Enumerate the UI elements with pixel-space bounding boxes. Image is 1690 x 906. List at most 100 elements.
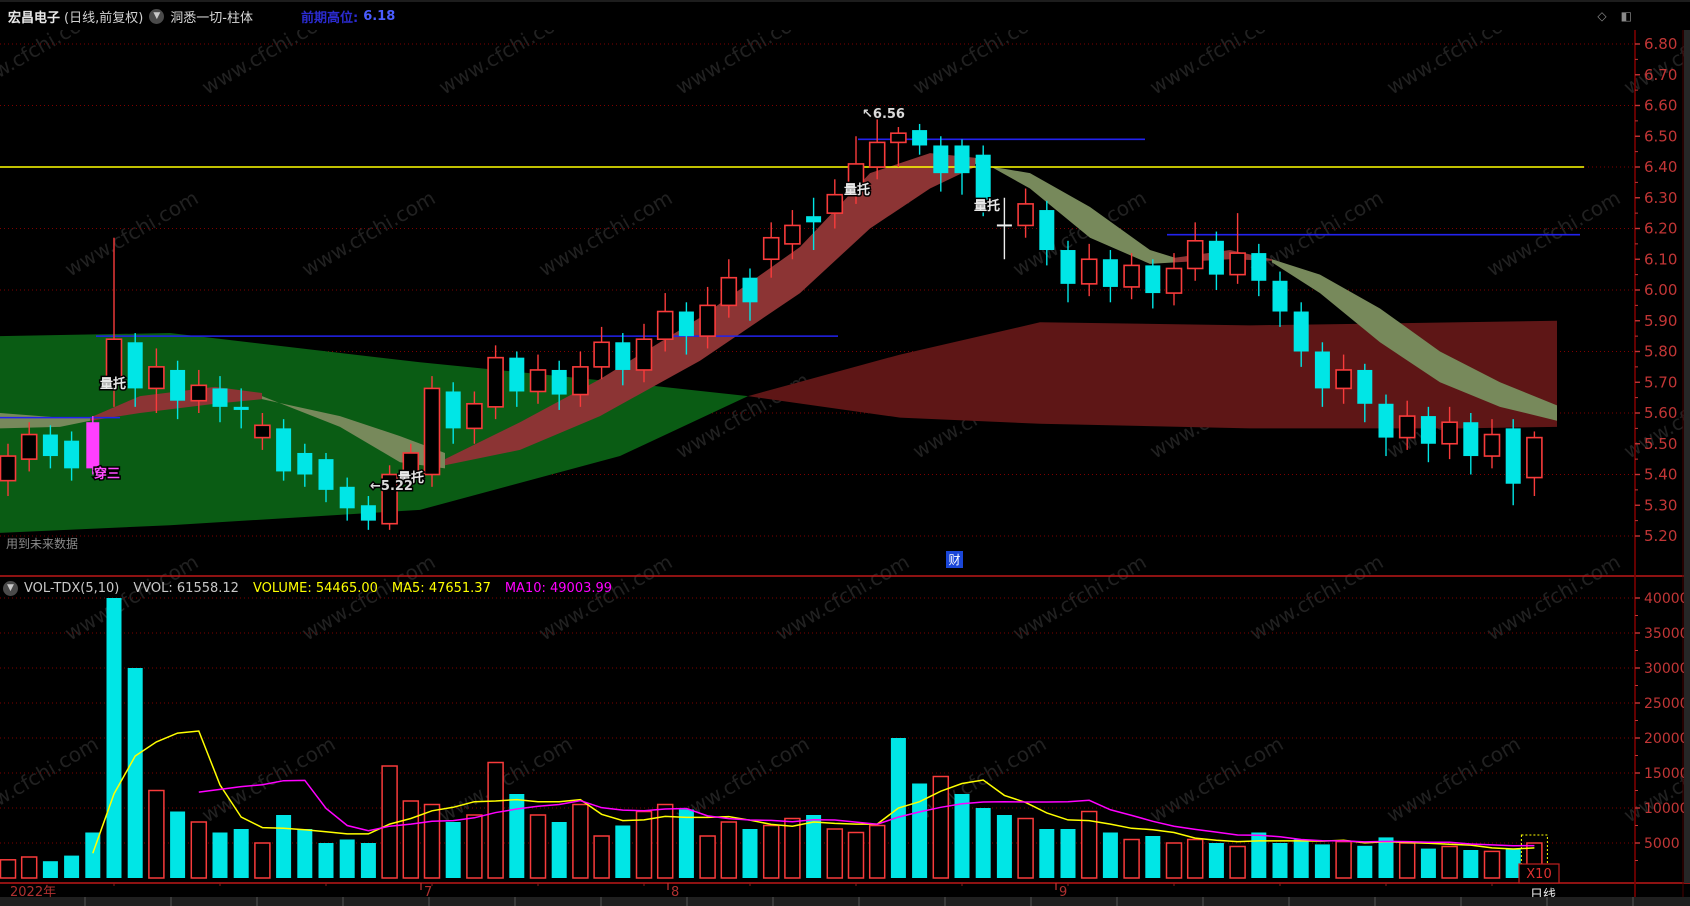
volume-bar — [127, 668, 143, 878]
candle — [297, 452, 313, 475]
candle — [1483, 433, 1501, 457]
stock-name[interactable]: 宏昌电子 — [8, 10, 61, 26]
price-axis-label: 5.30 — [1644, 496, 1677, 514]
candle-doji — [996, 224, 1012, 227]
volume-bar — [1357, 845, 1373, 878]
bottom-resize-strip[interactable] — [0, 897, 1690, 906]
volume-bar — [1039, 829, 1055, 878]
candle — [20, 433, 38, 460]
candle — [720, 276, 738, 307]
annotation-label: ←5.22 — [370, 479, 413, 494]
volume-bar — [954, 794, 970, 878]
ma-bands — [0, 153, 1557, 533]
date-axis[interactable]: 2022年 7 8 9 — [10, 883, 1493, 900]
candle — [105, 338, 123, 384]
window-split-icon[interactable]: ◧ — [1620, 9, 1632, 23]
volume-bar — [847, 831, 865, 879]
candle — [635, 338, 653, 371]
diamond-icon[interactable]: ◇ — [1597, 9, 1607, 23]
chevron-down-icon[interactable]: ▼ — [149, 8, 165, 24]
chart-mode-label: (日线,前复权) — [64, 10, 144, 26]
finance-badge-text: 财 — [948, 553, 960, 567]
candle — [170, 369, 186, 401]
chevron-down-icon[interactable]: ▼ — [3, 580, 18, 596]
candle — [212, 388, 228, 407]
watermark-text: www.cfchi.com — [1483, 186, 1625, 282]
date-axis-label: 8 — [671, 885, 679, 900]
volume-bar — [1017, 817, 1034, 879]
volume-axis[interactable]: 40000 35000 30000 25000 20000 15000 10000 5000 — [1635, 591, 1689, 861]
volume-bar — [826, 828, 844, 879]
candle — [742, 277, 758, 303]
scrollbar[interactable] — [1684, 28, 1690, 883]
watermark-text: www.cfchi.com — [198, 732, 340, 828]
volume-bar — [1186, 838, 1204, 879]
candle — [593, 341, 610, 368]
volume-indicator-header: ▼ VOL-TDX(5,10) VVOL: 61558.12 VOLUME: 544… — [0, 578, 1630, 598]
candle — [445, 391, 461, 429]
volume-bar — [572, 803, 589, 879]
watermark-text: www.cfchi.com — [535, 186, 677, 282]
watermark-text: www.cfchi.com — [435, 732, 577, 828]
volume-bar — [297, 829, 313, 878]
candle — [954, 145, 970, 174]
annotation-label: 量托 — [844, 182, 870, 198]
volume-bar — [1208, 843, 1224, 878]
volume-bar — [1272, 843, 1288, 878]
date-axis-label: 7 — [424, 885, 432, 900]
volume-bar — [1398, 842, 1416, 879]
price-axis-label: 6.70 — [1644, 66, 1677, 84]
volume-bar — [318, 843, 334, 878]
watermark-text: www.cfchi.com — [1146, 732, 1288, 828]
volume-bar — [551, 822, 567, 878]
candle — [678, 311, 694, 337]
price-axis-label: 6.00 — [1644, 281, 1677, 299]
candle — [551, 369, 567, 395]
candle — [466, 402, 483, 430]
volume-bar — [233, 829, 249, 878]
volume-bars — [0, 598, 1543, 879]
candle-highlight — [86, 422, 100, 469]
vol-indicator-label: MA10: 49003.99 — [504, 580, 613, 596]
candle — [402, 452, 420, 476]
volume-bar — [784, 817, 801, 879]
volume-bar — [868, 824, 886, 879]
candle — [64, 440, 80, 469]
price-axis-label: 6.10 — [1644, 250, 1677, 268]
ribbon-maroon-2 — [445, 153, 975, 466]
volume-bar — [529, 814, 547, 879]
volume-bar — [64, 855, 80, 878]
price-axis-label: 5.70 — [1644, 373, 1677, 391]
volume-bar — [339, 839, 355, 878]
volume-bar — [1251, 832, 1267, 878]
vol-indicator-label: VVOL: 61558.12 — [133, 580, 239, 596]
date-axis-label: 9 — [1059, 885, 1067, 900]
volume-bar — [190, 821, 208, 879]
annotation-label: ↖6.56 — [862, 107, 905, 122]
candle — [615, 342, 631, 370]
price-axis-label: 6.30 — [1644, 189, 1677, 207]
volume-bar — [1080, 810, 1098, 879]
candle — [1526, 436, 1543, 479]
vol-indicator-label[interactable]: VOL-TDX(5,10) — [24, 580, 120, 596]
volume-bar — [762, 824, 780, 879]
volume-unit-label: X10 — [1526, 867, 1551, 882]
candle — [1102, 259, 1118, 287]
volume-bar — [593, 835, 610, 879]
price-axis-label: 5.40 — [1644, 466, 1677, 484]
volume-bar — [1441, 845, 1458, 879]
volume-bar — [742, 829, 758, 878]
candle — [1357, 369, 1373, 404]
volume-bar — [106, 598, 122, 878]
main-indicator-name[interactable]: 洞悉一切-柱体 — [170, 10, 253, 26]
candle — [1060, 250, 1076, 284]
volume-bar — [1314, 844, 1330, 878]
candle — [1123, 264, 1140, 288]
candle — [1398, 415, 1416, 439]
price-axis[interactable]: 6.80 6.70 6.60 6.50 6.40 6.30 6.20 6.10 6.00 5.90… — [1635, 35, 1677, 545]
annotation-label: 量托 — [974, 198, 1000, 214]
price-axis-label: 5.60 — [1644, 404, 1677, 422]
